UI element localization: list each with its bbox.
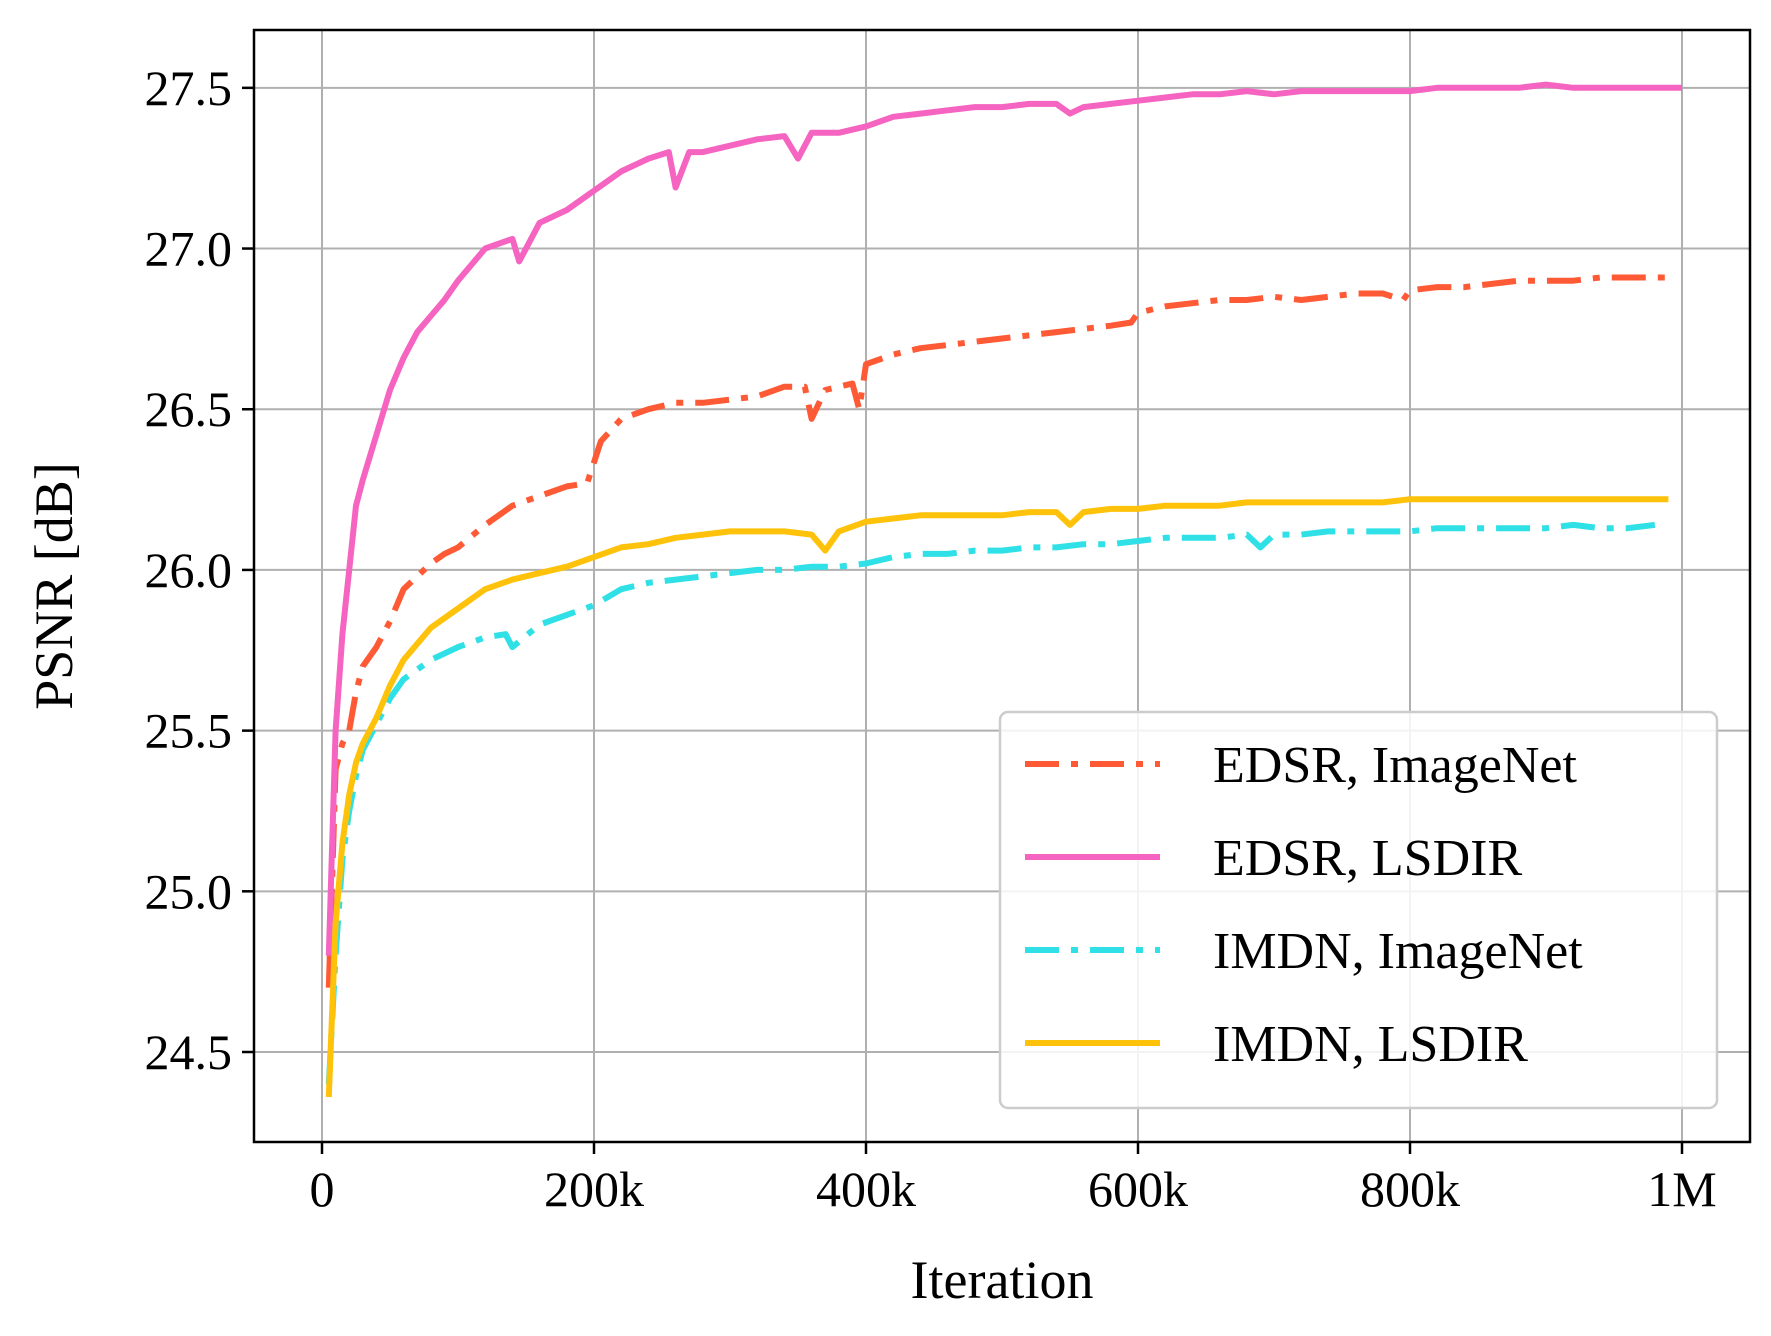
y-tick-label: 25.5 [145, 703, 233, 759]
y-tick-label: 26.5 [145, 381, 233, 437]
y-tick-label: 24.5 [145, 1024, 233, 1080]
axis-ticks: 0 200k 400k 600k 800k 1M 24.5 25.0 25.5 26.0 26.5 2… [145, 60, 1717, 1217]
series-line-3 [325, 496, 1669, 1098]
y-axis-title: PSNR [dB] [24, 462, 84, 710]
x-tick-label: 600k [1088, 1161, 1188, 1217]
y-tick-label: 26.0 [145, 542, 233, 598]
series-line-1 [325, 81, 1682, 956]
legend: EDSR, ImageNet EDSR, LSDIR IMDN, ImageNet I… [998, 710, 1719, 1110]
series-lines [325, 81, 1682, 1098]
series-line-2 [325, 521, 1656, 1085]
x-tick-label: 800k [1360, 1161, 1460, 1217]
x-tick-label: 400k [816, 1161, 916, 1217]
y-tick-label: 25.0 [145, 863, 233, 919]
x-axis-title: Iteration [911, 1250, 1094, 1310]
x-tick-label: 200k [544, 1161, 644, 1217]
plot-frame [252, 28, 1752, 1144]
x-tick-label: 1M [1647, 1161, 1716, 1217]
legend-box [998, 710, 1719, 1110]
legend-items: EDSR, ImageNet EDSR, LSDIR IMDN, ImageNet I… [1025, 737, 1583, 1073]
legend-label-0: EDSR, ImageNet [1213, 737, 1577, 794]
legend-label-3: IMDN, LSDIR [1213, 1016, 1528, 1073]
series-line-0 [325, 274, 1669, 988]
y-tick-label: 27.0 [145, 221, 233, 277]
legend-label-1: EDSR, LSDIR [1213, 830, 1522, 887]
x-tick-label: 0 [310, 1161, 335, 1217]
legend-label-2: IMDN, ImageNet [1213, 923, 1583, 980]
y-tick-label: 27.5 [145, 60, 233, 116]
